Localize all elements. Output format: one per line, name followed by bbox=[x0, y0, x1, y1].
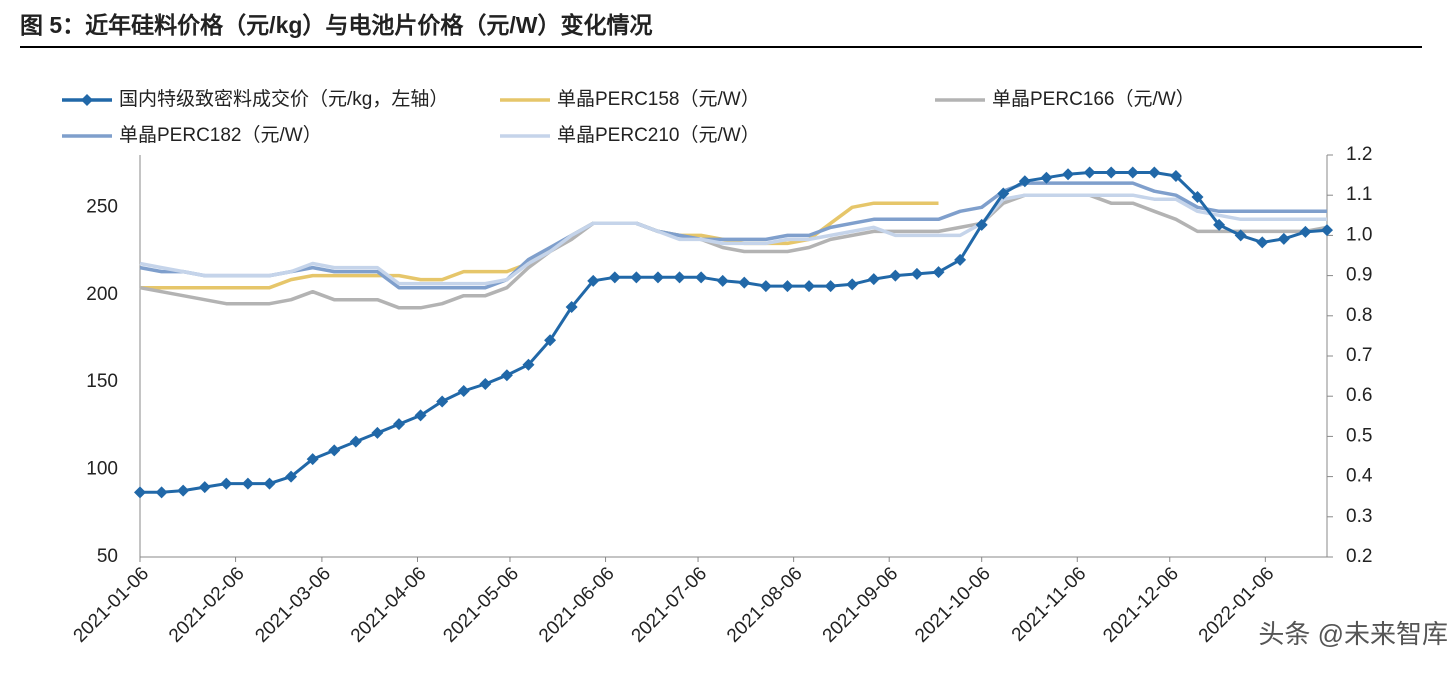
data-point bbox=[587, 274, 600, 287]
y-tick-label: 250 bbox=[86, 196, 118, 217]
data-point bbox=[1299, 225, 1312, 238]
data-point bbox=[155, 486, 168, 499]
data-point bbox=[349, 435, 362, 448]
data-point bbox=[457, 384, 470, 397]
data-point bbox=[867, 273, 880, 286]
data-point bbox=[889, 269, 902, 282]
data-point bbox=[565, 301, 578, 314]
x-tick-label: 2021-07-06 bbox=[628, 563, 712, 647]
data-point bbox=[306, 453, 319, 466]
y2-tick-label: 0.9 bbox=[1346, 265, 1372, 286]
data-point bbox=[371, 426, 384, 439]
x-tick-label: 2021-04-06 bbox=[347, 563, 431, 647]
data-point bbox=[479, 377, 492, 390]
data-point bbox=[263, 477, 276, 490]
data-point bbox=[1256, 236, 1269, 249]
data-point bbox=[695, 271, 708, 284]
y2-tick-label: 1.2 bbox=[1346, 144, 1372, 165]
y2-tick-label: 0.7 bbox=[1346, 345, 1372, 366]
data-point bbox=[198, 481, 211, 494]
y2-tick-label: 0.3 bbox=[1346, 506, 1372, 527]
data-point bbox=[954, 253, 967, 266]
x-tick-label: 2021-06-06 bbox=[535, 563, 619, 647]
data-point bbox=[414, 409, 427, 422]
x-tick-label: 2021-01-06 bbox=[69, 563, 153, 647]
y2-tick-label: 0.6 bbox=[1346, 385, 1372, 406]
data-point bbox=[608, 271, 621, 284]
x-tick-label: 2021-08-06 bbox=[723, 563, 807, 647]
y2-tick-label: 0.4 bbox=[1346, 466, 1373, 487]
y2-tick-label: 0.8 bbox=[1346, 305, 1372, 326]
y2-tick-label: 0.2 bbox=[1346, 546, 1372, 567]
legend-label: 单晶PERC158（元/W） bbox=[557, 88, 760, 110]
data-point bbox=[975, 218, 988, 231]
data-point bbox=[500, 369, 513, 382]
y-tick-label: 50 bbox=[97, 546, 118, 567]
data-point bbox=[997, 187, 1010, 200]
y-tick-label: 150 bbox=[86, 371, 118, 392]
x-tick-label: 2021-12-06 bbox=[1099, 563, 1183, 647]
y-tick-label: 100 bbox=[86, 459, 118, 480]
data-point bbox=[759, 280, 772, 293]
data-point bbox=[824, 280, 837, 293]
x-tick-label: 2021-05-06 bbox=[439, 563, 523, 647]
data-point bbox=[803, 280, 816, 293]
series-line bbox=[139, 181, 1327, 290]
legend-label: 国内特级致密料成交价（元/kg，左轴） bbox=[119, 88, 448, 110]
data-point bbox=[544, 334, 557, 347]
data-point bbox=[1040, 171, 1053, 184]
y2-tick-label: 1.0 bbox=[1346, 224, 1372, 245]
x-tick-label: 2021-03-06 bbox=[251, 563, 335, 647]
data-point bbox=[328, 444, 341, 457]
data-point bbox=[522, 358, 535, 371]
data-point bbox=[651, 271, 664, 284]
data-point bbox=[436, 395, 449, 408]
data-point bbox=[1234, 229, 1247, 242]
y2-tick-label: 1.1 bbox=[1346, 184, 1372, 205]
data-point bbox=[673, 271, 686, 284]
chart-title: 图 5：近年硅料价格（元/kg）与电池片价格（元/W）变化情况 bbox=[20, 12, 653, 38]
legend-label: 单晶PERC210（元/W） bbox=[557, 124, 760, 146]
data-point bbox=[1062, 168, 1075, 181]
series-line bbox=[139, 193, 1328, 310]
y-tick-label: 200 bbox=[86, 284, 118, 305]
data-point bbox=[220, 477, 233, 490]
y2-tick-label: 0.5 bbox=[1346, 425, 1372, 446]
data-point bbox=[1213, 218, 1226, 231]
legend-marker bbox=[81, 94, 93, 106]
data-point bbox=[716, 274, 729, 287]
data-point bbox=[1277, 232, 1290, 245]
data-point bbox=[241, 477, 254, 490]
data-point bbox=[1018, 175, 1031, 188]
x-tick-label: 2021-02-06 bbox=[165, 563, 249, 647]
data-point bbox=[1148, 166, 1161, 179]
series-line bbox=[139, 193, 1327, 286]
x-tick-label: 2021-11-06 bbox=[1008, 563, 1091, 646]
data-point bbox=[1321, 224, 1333, 237]
data-point bbox=[738, 276, 751, 289]
data-point bbox=[781, 280, 794, 293]
x-tick-label: 2021-09-06 bbox=[819, 563, 903, 647]
data-point bbox=[134, 486, 146, 499]
data-point bbox=[1083, 166, 1096, 179]
legend-label: 单晶PERC166（元/W） bbox=[992, 88, 1195, 110]
data-point bbox=[1126, 166, 1139, 179]
data-point bbox=[392, 418, 405, 431]
data-point bbox=[1191, 190, 1204, 203]
data-point bbox=[285, 470, 298, 483]
data-point bbox=[177, 484, 190, 497]
series-line bbox=[140, 171, 1328, 494]
data-point bbox=[1105, 166, 1118, 179]
watermark: 头条 @未来智库 bbox=[1258, 619, 1448, 649]
data-point bbox=[846, 278, 859, 291]
data-point bbox=[630, 271, 643, 284]
data-point bbox=[1169, 169, 1182, 182]
legend-label: 单晶PERC182（元/W） bbox=[119, 124, 322, 146]
x-tick-label: 2021-10-06 bbox=[911, 563, 995, 647]
data-point bbox=[910, 267, 923, 280]
data-point bbox=[932, 266, 945, 279]
